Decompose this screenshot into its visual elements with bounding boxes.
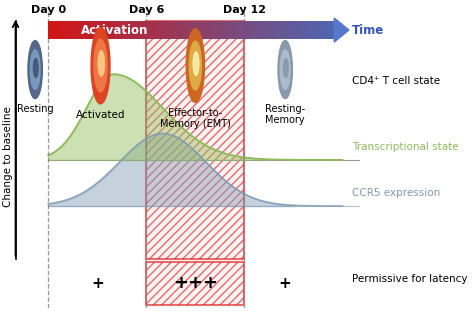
Circle shape xyxy=(91,27,110,104)
FancyArrow shape xyxy=(334,18,349,42)
Bar xyxy=(67,21,72,39)
Text: Transcriptional state: Transcriptional state xyxy=(352,142,459,152)
Bar xyxy=(182,21,186,39)
Bar xyxy=(196,21,201,39)
Bar xyxy=(210,21,215,39)
Circle shape xyxy=(193,52,199,75)
Bar xyxy=(263,21,267,39)
Circle shape xyxy=(186,29,204,103)
Y-axis label: Change to baseline: Change to baseline xyxy=(3,106,13,207)
Bar xyxy=(177,21,182,39)
Bar xyxy=(292,21,296,39)
Bar xyxy=(146,21,244,259)
Bar xyxy=(310,21,315,39)
Bar xyxy=(144,21,148,39)
Text: Resting-
Memory: Resting- Memory xyxy=(265,104,305,125)
Bar xyxy=(320,21,325,39)
Text: Day 6: Day 6 xyxy=(128,5,164,15)
Bar xyxy=(229,21,234,39)
Bar xyxy=(86,21,91,39)
Bar xyxy=(110,21,115,39)
Bar xyxy=(77,21,82,39)
Bar xyxy=(120,21,125,39)
Bar xyxy=(82,21,86,39)
Text: Permissive for latency: Permissive for latency xyxy=(352,274,468,284)
Bar xyxy=(91,21,96,39)
Bar xyxy=(277,21,282,39)
Bar xyxy=(315,21,320,39)
Bar xyxy=(134,21,139,39)
Bar xyxy=(201,21,206,39)
Bar xyxy=(63,21,67,39)
Bar xyxy=(53,21,58,39)
Bar xyxy=(191,21,196,39)
Bar xyxy=(253,21,258,39)
Bar xyxy=(153,21,158,39)
Bar xyxy=(234,21,239,39)
Bar xyxy=(272,21,277,39)
Text: Activated: Activated xyxy=(76,110,125,120)
Bar xyxy=(282,21,287,39)
Bar xyxy=(225,21,229,39)
Bar xyxy=(325,21,329,39)
Bar xyxy=(172,21,177,39)
Bar xyxy=(220,21,225,39)
Bar xyxy=(58,21,63,39)
Bar xyxy=(186,21,191,39)
Text: +: + xyxy=(91,276,104,291)
Bar xyxy=(72,21,77,39)
Bar xyxy=(146,262,244,305)
Bar xyxy=(163,21,167,39)
Circle shape xyxy=(28,40,42,99)
Bar xyxy=(158,21,163,39)
Bar xyxy=(239,21,244,39)
Text: Effector-to-
Memory (EMT): Effector-to- Memory (EMT) xyxy=(160,108,231,129)
Text: Time: Time xyxy=(352,24,384,36)
Bar xyxy=(129,21,134,39)
Bar xyxy=(301,21,306,39)
Bar xyxy=(287,21,292,39)
Circle shape xyxy=(94,39,107,92)
Text: CD4⁺ T cell state: CD4⁺ T cell state xyxy=(352,76,440,86)
Bar xyxy=(215,21,220,39)
Text: Day 0: Day 0 xyxy=(31,5,66,15)
Circle shape xyxy=(98,51,104,76)
Text: Activation: Activation xyxy=(81,24,148,36)
Bar xyxy=(258,21,263,39)
Bar xyxy=(296,21,301,39)
Circle shape xyxy=(278,40,292,99)
Bar xyxy=(96,21,100,39)
Text: CCR5 expression: CCR5 expression xyxy=(352,188,440,198)
Text: +: + xyxy=(279,276,292,291)
Bar xyxy=(115,21,120,39)
Circle shape xyxy=(283,58,288,77)
Circle shape xyxy=(280,50,290,89)
Bar xyxy=(244,21,248,39)
Circle shape xyxy=(33,58,38,77)
Bar xyxy=(125,21,129,39)
Bar xyxy=(105,21,110,39)
Bar xyxy=(248,21,253,39)
Bar xyxy=(206,21,210,39)
Bar xyxy=(100,21,105,39)
Text: Day 12: Day 12 xyxy=(223,5,266,15)
Bar xyxy=(139,21,144,39)
Bar xyxy=(306,21,310,39)
Text: Resting: Resting xyxy=(17,104,54,114)
Bar xyxy=(167,21,172,39)
Bar xyxy=(329,21,334,39)
Circle shape xyxy=(189,41,201,90)
Bar xyxy=(267,21,272,39)
Bar xyxy=(48,21,53,39)
Bar xyxy=(148,21,153,39)
Circle shape xyxy=(30,50,40,89)
Text: +++: +++ xyxy=(173,274,218,292)
